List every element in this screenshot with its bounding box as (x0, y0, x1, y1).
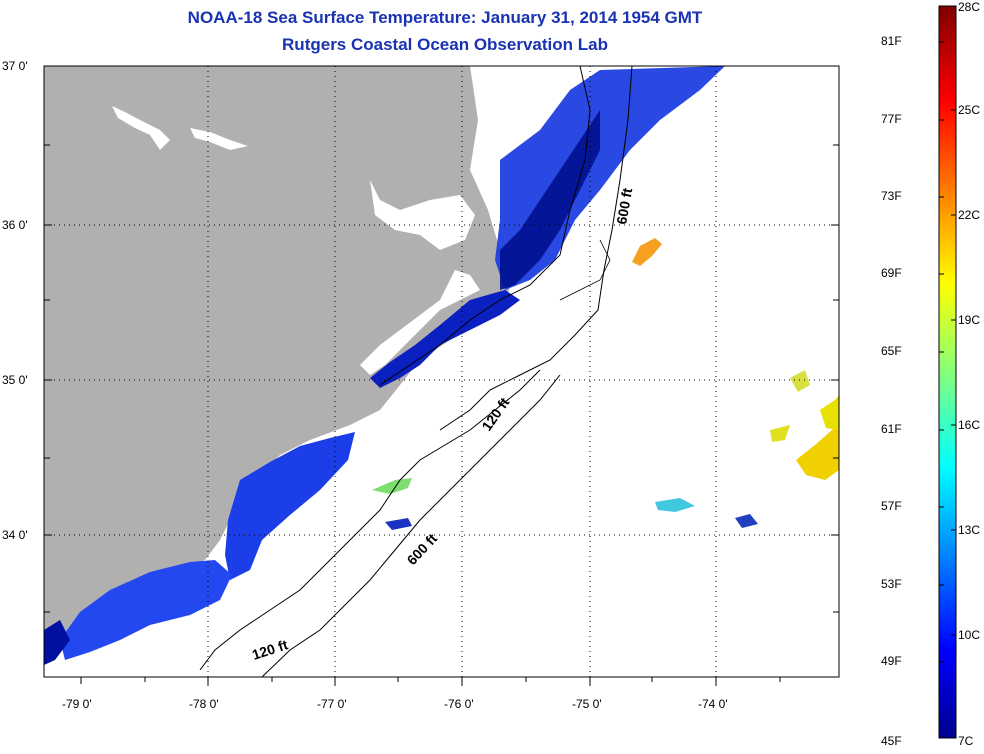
lon-label: -75 0' (572, 697, 602, 711)
contour-120ft (199, 369, 541, 671)
colorbar-gradient (939, 6, 956, 738)
lat-label: 35 0' (2, 373, 28, 387)
colorbar-label-f: 69F (881, 266, 902, 280)
contour-120ft-north (379, 66, 591, 386)
sst-patch-warm-1 (632, 238, 662, 266)
map-subtitle: Rutgers Coastal Ocean Observation Lab (282, 35, 608, 54)
contour-600ft-north (439, 66, 633, 431)
lon-label: -74 0' (698, 697, 728, 711)
colorbar-label-c: 13C (958, 523, 981, 537)
map-grid (44, 66, 839, 677)
map-frame (43, 65, 840, 678)
lon-label: -79 0' (62, 697, 92, 711)
colorbar-label-c: 7C (958, 734, 974, 748)
colorbar-label-c: 22C (958, 208, 981, 222)
map-title: NOAA-18 Sea Surface Temperature: January… (187, 8, 703, 27)
lat-label: 37 0' (2, 59, 28, 73)
sst-patch-longbay (60, 560, 232, 660)
colorbar-label-f: 73F (881, 189, 902, 203)
lon-label: -78 0' (189, 697, 219, 711)
map-ticks (44, 65, 839, 686)
colorbar-label-f: 49F (881, 654, 902, 668)
contour-600ft (261, 374, 561, 677)
lon-label: -77 0' (317, 697, 347, 711)
colorbar-frame (938, 5, 957, 739)
contour-label-600ft-north: 600 ft (613, 186, 635, 225)
colorbar-label-f: 53F (881, 577, 902, 591)
colorbar-label-c: 28C (958, 0, 981, 14)
lon-label: -76 0' (444, 697, 474, 711)
colorbar-label-f: 45F (881, 734, 902, 748)
sst-patch-onslow (225, 432, 355, 580)
colorbar-label-f: 65F (881, 344, 902, 358)
lat-label: 36 0' (2, 218, 28, 232)
colorbar-label-f: 57F (881, 499, 902, 513)
colorbar-label-c: 19C (958, 313, 981, 327)
colorbar-ticks (939, 41, 956, 663)
colorbar-label-c: 10C (958, 628, 981, 642)
lat-label: 34 0' (2, 528, 28, 542)
colorbar-label-f: 77F (881, 112, 902, 126)
colorbar-label-c: 25C (958, 103, 981, 117)
colorbar-label-f: 81F (881, 34, 902, 48)
colorbar-label-c: 16C (958, 418, 981, 432)
sst-patch-sound (370, 290, 520, 388)
colorbar-label-f: 61F (881, 422, 902, 436)
